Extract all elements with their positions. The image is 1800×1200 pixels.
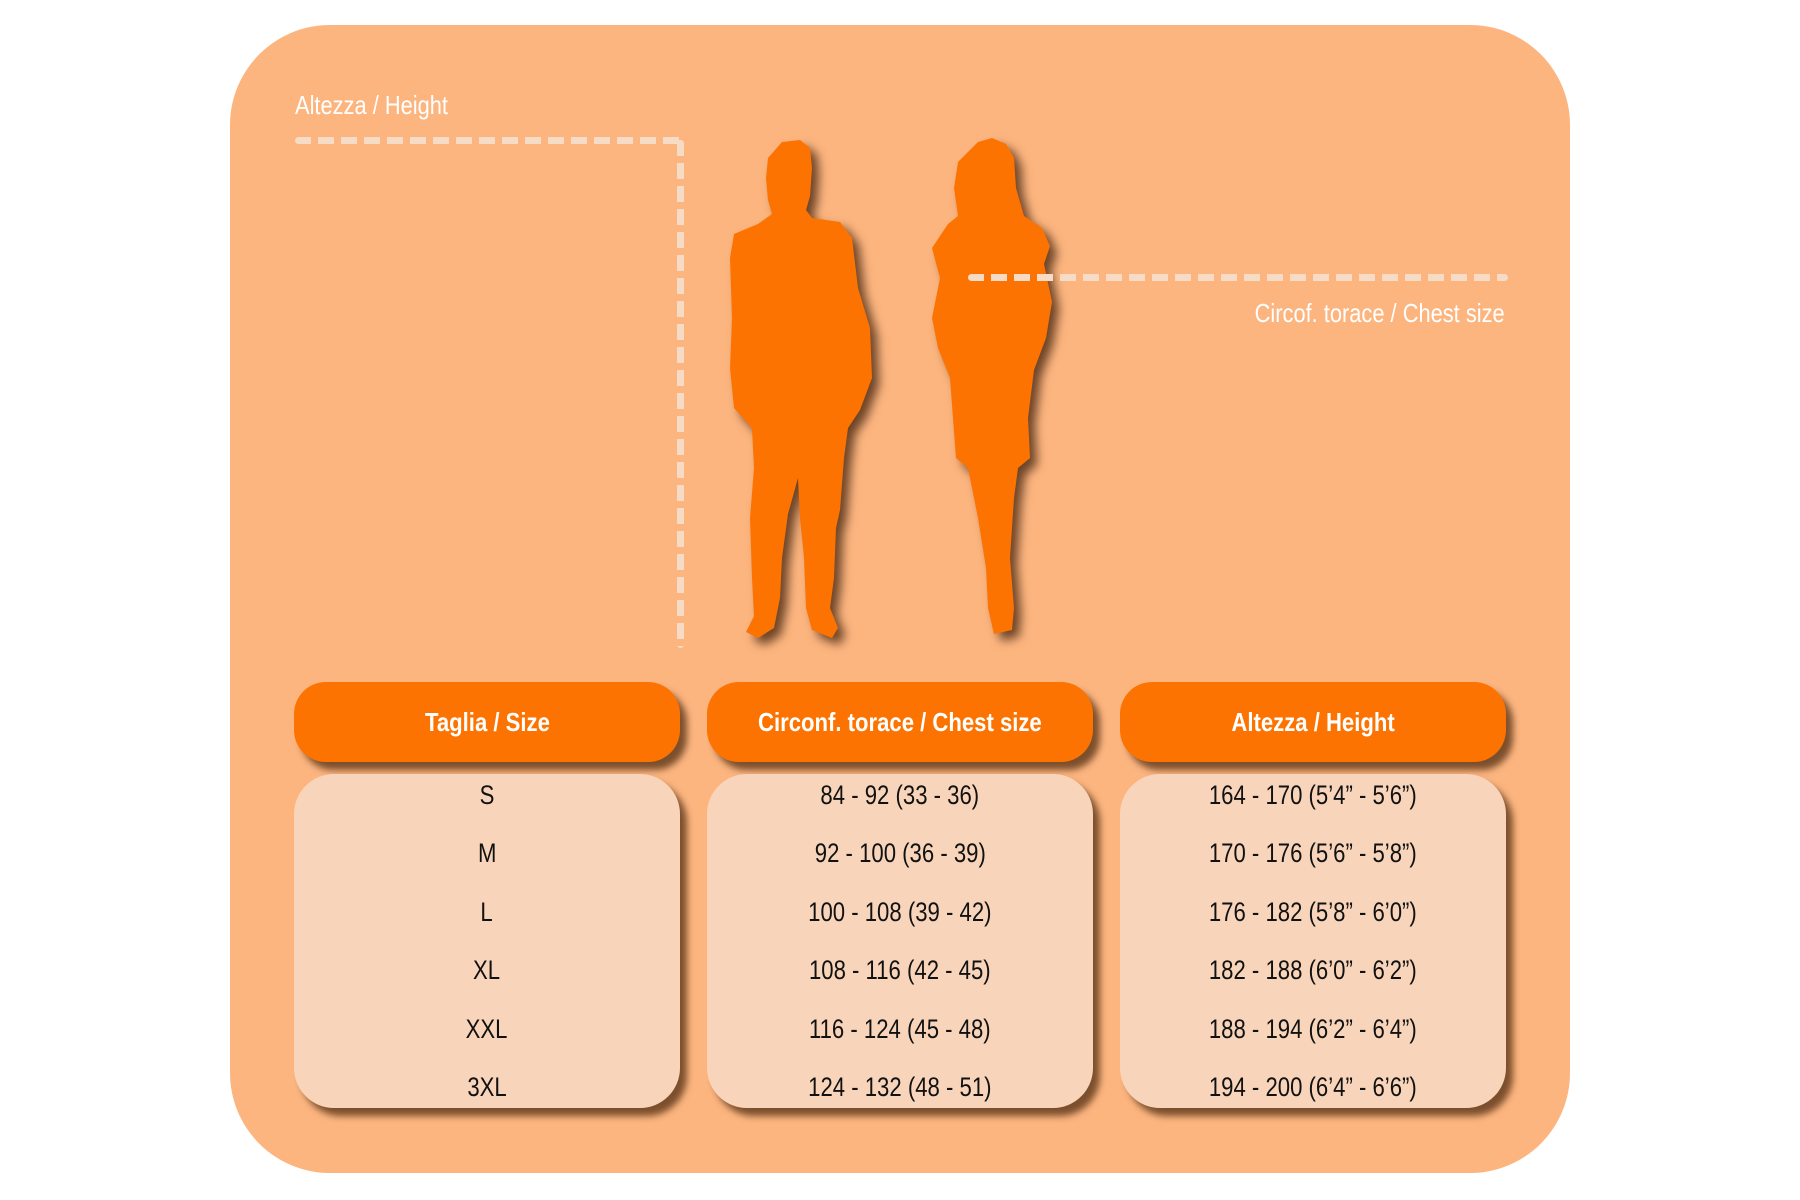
height-cell: 176 - 182 (5’8” - 6’0”): [1209, 897, 1417, 927]
header-size: Taglia / Size: [294, 682, 680, 762]
size-cell: 3XL: [467, 1072, 507, 1102]
size-cell: XXL: [466, 1014, 508, 1044]
size-cell: L: [480, 897, 494, 927]
woman-silhouette-icon: [932, 138, 1052, 634]
height-cell: 188 - 194 (6’2” - 6’4”): [1209, 1014, 1417, 1044]
chest-guide-line: [968, 274, 1508, 281]
chest-cell: 108 - 116 (42 - 45): [809, 955, 991, 985]
height-label: Altezza / Height: [295, 90, 448, 120]
height-guide-vertical: [677, 140, 684, 648]
chest-column: 84 - 92 (33 - 36) 92 - 100 (36 - 39) 100…: [707, 774, 1093, 1108]
header-height-label: Altezza / Height: [1231, 706, 1395, 737]
height-column: 164 - 170 (5’4” - 5’6”) 170 - 176 (5’6” …: [1120, 774, 1506, 1108]
size-cell: XL: [473, 955, 501, 985]
chest-cell: 100 - 108 (39 - 42): [808, 897, 992, 927]
chest-cell: 84 - 92 (33 - 36): [820, 780, 980, 810]
height-cell: 194 - 200 (6’4” - 6’6”): [1209, 1072, 1417, 1102]
height-cell: 182 - 188 (6’0” - 6’2”): [1209, 955, 1417, 985]
size-column: S M L XL XXL 3XL: [294, 774, 680, 1108]
header-size-label: Taglia / Size: [424, 706, 550, 737]
man-silhouette-icon: [730, 140, 872, 638]
height-cell: 164 - 170 (5’4” - 5’6”): [1209, 780, 1417, 810]
chest-cell: 116 - 124 (45 - 48): [809, 1014, 991, 1044]
height-cell: 170 - 176 (5’6” - 5’8”): [1209, 838, 1417, 868]
chest-cell: 92 - 100 (36 - 39): [814, 838, 986, 868]
height-guide-horizontal: [295, 137, 685, 144]
chest-label: Circof. torace / Chest size: [1254, 298, 1505, 328]
header-chest-label: Circonf. torace / Chest size: [758, 706, 1042, 737]
header-height: Altezza / Height: [1120, 682, 1506, 762]
chest-cell: 124 - 132 (48 - 51): [808, 1072, 992, 1102]
size-cell: S: [479, 780, 495, 810]
header-chest: Circonf. torace / Chest size: [707, 682, 1093, 762]
size-cell: M: [477, 838, 497, 868]
